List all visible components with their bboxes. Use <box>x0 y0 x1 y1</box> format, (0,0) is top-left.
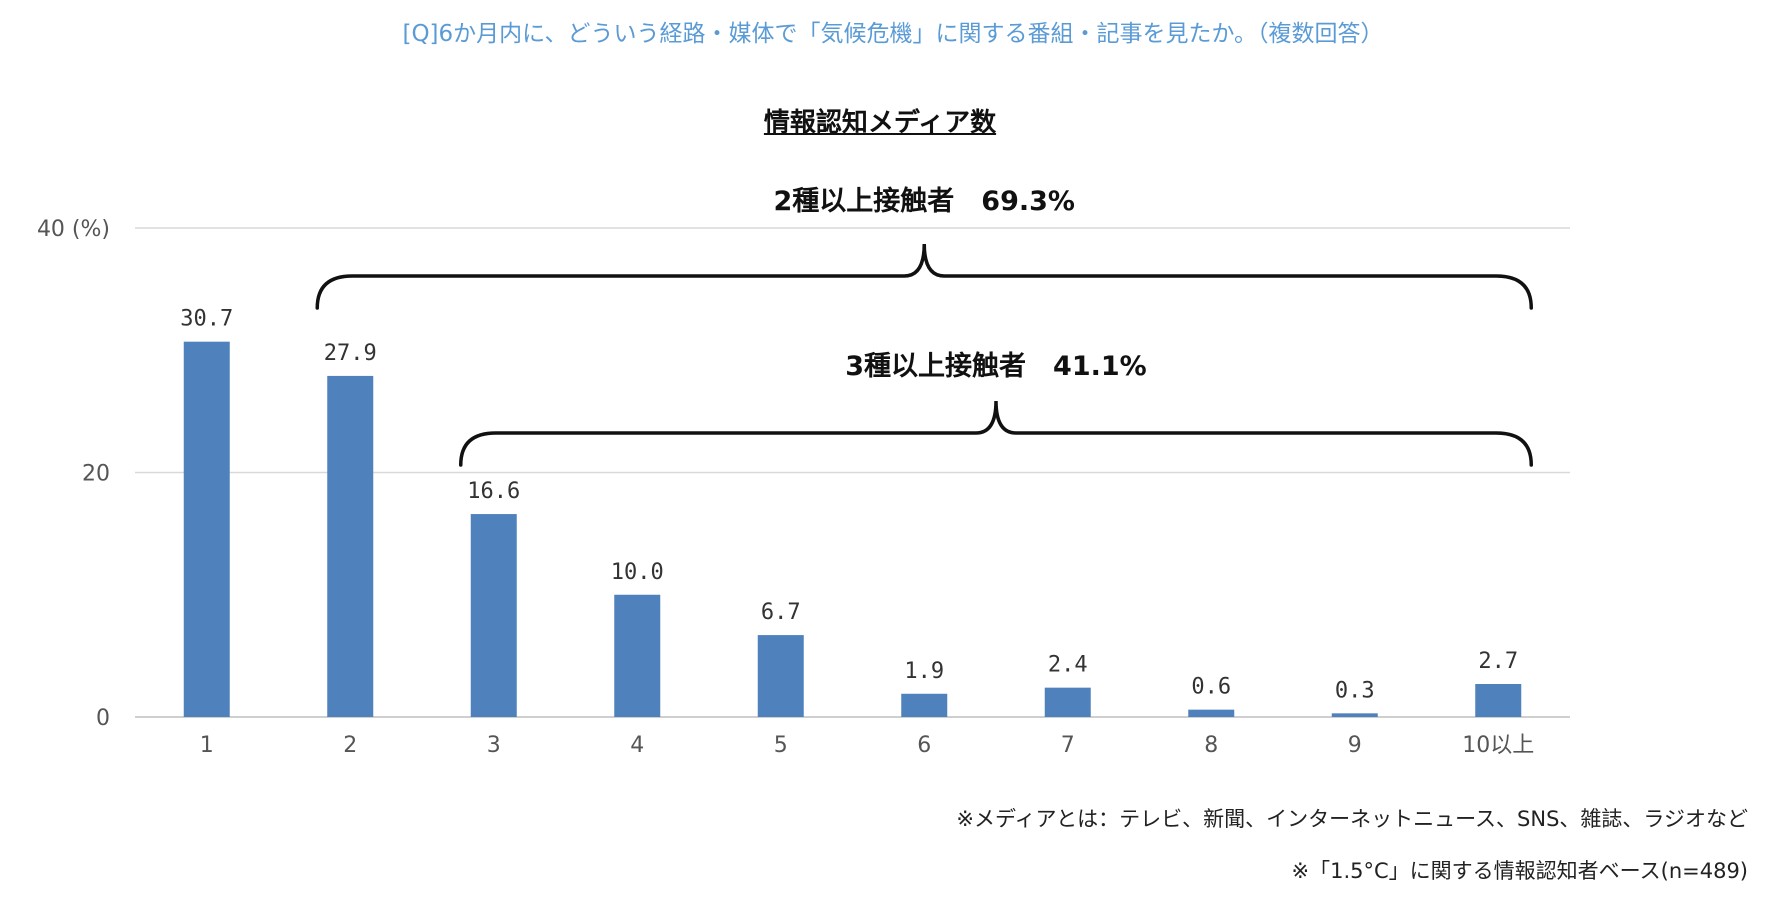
bar <box>470 514 517 717</box>
bar <box>1475 683 1522 717</box>
x-axis-ticks: 1 2 3 4 5 6 7 8 9 10以上 <box>200 733 1535 758</box>
x-tick-label: 1 <box>200 733 214 758</box>
value-label: 6.7 <box>761 600 801 625</box>
x-tick-label: 5 <box>774 733 788 758</box>
x-tick-label: 8 <box>1204 733 1218 758</box>
gridlines <box>135 227 1570 718</box>
sample-base-note: ※「1.5°C」に関する情報認知者ベース(n=489) <box>1291 859 1748 883</box>
x-tick-label: 9 <box>1348 733 1362 758</box>
bar <box>757 635 804 717</box>
x-tick-label: 4 <box>630 733 644 758</box>
value-label: 1.9 <box>904 659 944 684</box>
bar <box>1044 687 1091 717</box>
curly-brace <box>459 400 1533 467</box>
media-definition-note: ※メディアとは：テレビ、新聞、インターネットニュース、SNS、雑誌、ラジオなど <box>956 807 1748 831</box>
y-tick-label: 40 (%) <box>37 217 110 242</box>
x-tick-label: 6 <box>917 733 931 758</box>
bar <box>901 693 948 717</box>
bar <box>1331 713 1378 717</box>
bars <box>183 341 1522 717</box>
y-tick-label: 20 <box>82 462 110 487</box>
x-tick-label: 10以上 <box>1462 733 1534 758</box>
value-label: 30.7 <box>180 307 233 332</box>
value-labels: 30.7 27.9 16.6 10.0 6.7 1.9 2.4 0.6 0.3 2.7 <box>180 307 1518 704</box>
bar-chart: 0 20 40 (%) 30.7 27.9 16.6 10.0 6.7 1.9 2.4 0.6 0.… <box>37 186 1570 758</box>
brace-label: 2種以上接触者 69.3% <box>774 186 1075 217</box>
brace-annotations: 2種以上接触者 69.3% 3種以上接触者 41.1% <box>315 186 1533 467</box>
bar <box>614 594 661 717</box>
x-tick-label: 2 <box>343 733 357 758</box>
value-label: 16.6 <box>467 479 520 504</box>
value-label: 2.4 <box>1048 653 1088 678</box>
value-label: 10.0 <box>611 560 664 585</box>
brace-label: 3種以上接触者 41.1% <box>845 351 1146 382</box>
chart-title: 情報認知メディア数 <box>763 108 997 138</box>
y-tick-label: 0 <box>96 706 110 731</box>
value-label: 27.9 <box>324 341 377 366</box>
question-text: [Q]6か月内に、どういう経路・媒体で「気候危機」に関する番組・記事を見たか。（… <box>402 21 1384 47</box>
value-label: 0.6 <box>1191 675 1231 700</box>
bar <box>1188 709 1235 717</box>
value-label: 0.3 <box>1335 678 1375 703</box>
y-axis-ticks: 0 20 40 (%) <box>37 217 110 731</box>
bar <box>183 341 230 717</box>
bar <box>327 375 374 717</box>
x-tick-label: 3 <box>487 733 501 758</box>
x-tick-label: 7 <box>1061 733 1075 758</box>
curly-brace <box>315 243 1533 310</box>
value-label: 2.7 <box>1478 649 1518 674</box>
